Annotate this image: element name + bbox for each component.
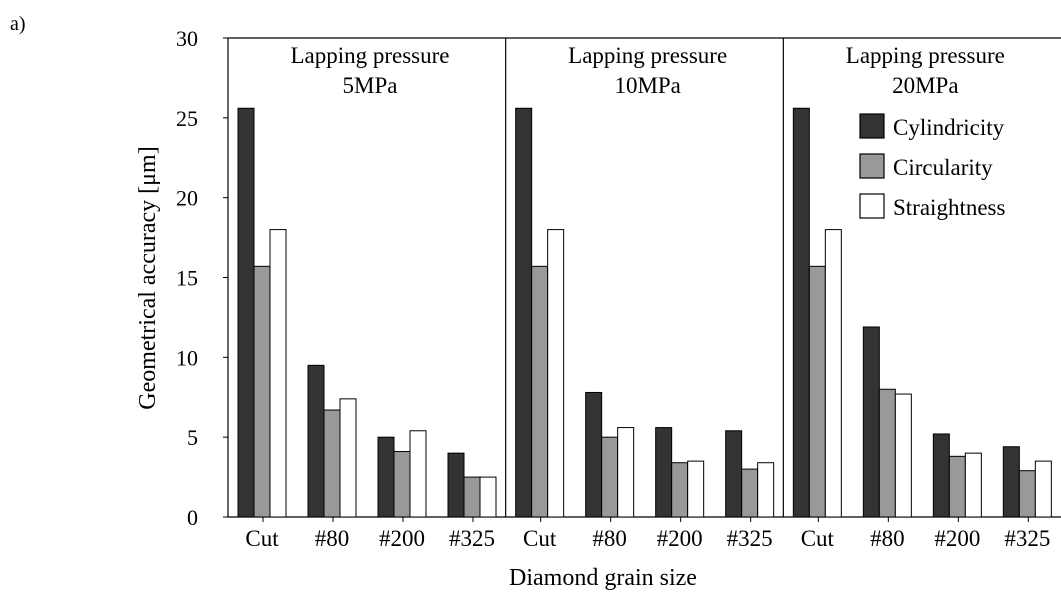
y-axis: 0 5 10 15 20 25 30 — [176, 26, 228, 530]
bar-circularity — [531, 265, 549, 518]
group-title: 5MPa — [343, 73, 398, 98]
y-tick-label: 15 — [176, 266, 198, 291]
x-tick-label: #200 — [379, 526, 425, 551]
bar-circularity — [741, 468, 759, 518]
bar-cylindricity — [655, 427, 673, 518]
group-title: Lapping pressure — [290, 43, 449, 68]
group-title: 20MPa — [892, 73, 958, 98]
bar-circularity — [393, 451, 411, 518]
bar-circularity — [253, 265, 271, 518]
bar-cylindricity — [792, 107, 810, 518]
y-tick-label: 20 — [176, 186, 198, 211]
x-tick-label: Cut — [245, 526, 279, 551]
bar-cylindricity — [377, 436, 395, 518]
bar-circularity — [601, 436, 619, 518]
group-title: Lapping pressure — [568, 43, 727, 68]
plot-area — [227, 37, 1061, 518]
bar-cylindricity — [307, 364, 325, 518]
bar-cylindricity — [932, 433, 950, 518]
bar-straightness — [1034, 460, 1052, 518]
legend: Cylindricity Circularity Straightness — [859, 113, 1005, 220]
bar-cylindricity — [447, 452, 465, 518]
y-axis-label: Geometrical accuracy [μm] — [135, 146, 161, 409]
panel-label: a) — [10, 13, 26, 35]
y-tick-label: 0 — [187, 505, 198, 530]
legend-swatch-circularity — [859, 153, 885, 179]
y-tick-label: 10 — [176, 345, 198, 370]
x-tick-label: #80 — [315, 526, 350, 551]
legend-swatch-straightness — [859, 193, 885, 219]
bar-straightness — [824, 229, 842, 518]
legend-label: Straightness — [893, 195, 1005, 220]
y-tick-label: 25 — [176, 106, 198, 131]
bar-straightness — [339, 398, 357, 518]
x-tick-label: #200 — [657, 526, 703, 551]
bar-circularity — [878, 388, 896, 518]
bar-straightness — [687, 460, 705, 518]
bar-straightness — [757, 462, 775, 518]
bar-circularity — [948, 455, 966, 518]
bar-circularity — [1018, 470, 1036, 518]
x-axis-label: Diamond grain size — [509, 565, 697, 591]
group-title: Lapping pressure — [846, 43, 1005, 68]
x-tick-label: #80 — [870, 526, 905, 551]
bar-cylindricity — [1002, 446, 1020, 518]
bar-circularity — [808, 265, 826, 518]
y-tick-label: 5 — [187, 425, 198, 450]
bar-cylindricity — [862, 326, 880, 518]
bar-straightness — [894, 393, 912, 518]
x-axis: Cut #80 #200 #325 Cut #80 #200 #325 Cut #80 #200 #3… — [245, 517, 1050, 551]
bar-cylindricity — [585, 391, 603, 518]
bar-cylindricity — [237, 107, 255, 518]
bar-cylindricity — [725, 430, 743, 518]
legend-label: Cylindricity — [893, 115, 1005, 140]
legend-label: Circularity — [893, 155, 993, 180]
bar-straightness — [409, 430, 427, 518]
x-tick-label: #325 — [449, 526, 495, 551]
legend-swatch-cylindricity — [859, 113, 885, 139]
x-tick-label: #325 — [727, 526, 773, 551]
bar-circularity — [463, 476, 481, 518]
x-tick-label: Cut — [801, 526, 835, 551]
bar-straightness — [964, 452, 982, 518]
bar-straightness — [547, 229, 565, 518]
x-tick-label: #200 — [934, 526, 980, 551]
bar-straightness — [479, 476, 497, 518]
x-tick-label: #80 — [592, 526, 627, 551]
group-title: 10MPa — [614, 73, 680, 98]
x-tick-label: #325 — [1004, 526, 1050, 551]
x-tick-label: Cut — [523, 526, 557, 551]
bar-circularity — [671, 462, 689, 518]
y-tick-label: 30 — [176, 26, 198, 51]
bar-straightness — [617, 427, 635, 518]
bar-cylindricity — [515, 107, 533, 518]
bar-circularity — [323, 409, 341, 518]
group-titles: Lapping pressure 5MPa Lapping pressure 10MP… — [290, 43, 1004, 98]
bar-straightness — [269, 229, 287, 518]
